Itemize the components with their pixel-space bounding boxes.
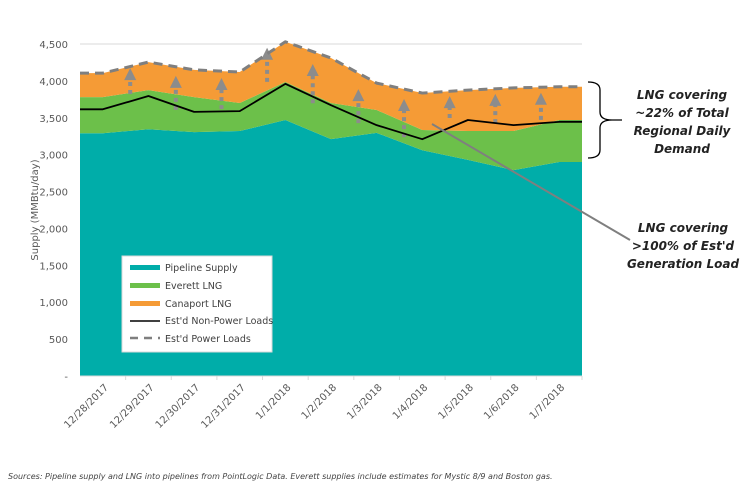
y-tick-label: 4,000: [39, 77, 68, 88]
x-tick-label: 12/28/2017: [62, 382, 111, 431]
legend-label-everett: Everett LNG: [165, 281, 222, 292]
y-tick-label: 2,000: [39, 224, 68, 235]
legend: Pipeline Supply Everett LNG Canaport LNG…: [121, 255, 273, 353]
lines-layer: [80, 40, 582, 141]
legend-label-pipeline: Pipeline Supply: [165, 263, 238, 274]
annotation-line: Generation Load: [626, 257, 740, 271]
annotation-lng-total-demand: LNG covering ~22% of Total Regional Dail…: [622, 86, 742, 158]
annotation-lng-generation-load: LNG covering >100% of Est'd Generation L…: [618, 219, 748, 273]
x-tick-label: 1/5/2018: [436, 382, 476, 422]
sources-footnote: Sources: Pipeline supply and LNG into pi…: [8, 472, 553, 481]
arrow-head-icon: [534, 92, 547, 105]
arrow-head-icon: [169, 75, 182, 88]
annotation-line: Demand: [654, 142, 710, 156]
annotation-line: ~22% of Total: [635, 106, 729, 120]
y-axis-ticks: - 500 1,000 1,500 2,000 2,500 3,000 3,500 4,000 4…: [39, 40, 68, 383]
arrow-head-icon: [352, 89, 365, 102]
area-canaport-lng: [80, 41, 582, 132]
x-tick-label: 1/3/2018: [345, 382, 385, 422]
x-tick-label: 1/1/2018: [254, 382, 294, 422]
arrow-head-icon: [261, 47, 274, 60]
x-tick-label: 12/31/2017: [199, 382, 248, 431]
legend-swatch-canaport: [130, 301, 160, 306]
legend-swatch-everett: [130, 283, 160, 288]
x-tick-label: 1/6/2018: [482, 382, 522, 422]
y-tick-label: 3,500: [39, 114, 68, 125]
legend-label-power: Est'd Power Loads: [165, 334, 251, 345]
bracket-annotation: [587, 81, 622, 159]
x-axis-ticks: 12/28/201712/29/201712/30/201712/31/2017…: [62, 376, 583, 431]
arrow-head-icon: [489, 93, 502, 106]
y-tick-label: 4,500: [39, 40, 68, 51]
annotation-line: >100% of Est'd: [631, 239, 735, 253]
x-tick-label: 12/30/2017: [154, 382, 203, 431]
legend-swatch-pipeline: [130, 265, 160, 270]
y-tick-label: 1,500: [39, 261, 68, 272]
legend-label-canaport: Canaport LNG: [165, 299, 232, 310]
x-tick-label: 1/2/2018: [300, 382, 340, 422]
x-tick-label: 12/29/2017: [108, 382, 157, 431]
annotation-line: LNG covering: [637, 221, 729, 235]
pointer-line: [431, 123, 631, 241]
arrow-head-icon: [306, 64, 319, 77]
y-tick-label: 2,500: [39, 188, 68, 199]
x-tick-label: 1/7/2018: [528, 382, 568, 422]
y-tick-label: 500: [49, 335, 68, 346]
area-everett-lng: [80, 81, 582, 171]
arrow-head-icon: [398, 99, 411, 112]
y-tick-label: 3,000: [39, 151, 68, 162]
arrow-head-icon: [215, 78, 228, 91]
annotation-line: Regional Daily: [633, 124, 731, 138]
x-tick-label: 1/4/2018: [391, 382, 431, 422]
y-tick-label: 1,000: [39, 298, 68, 309]
arrow-markers-layer: [124, 47, 547, 138]
arrow-head-icon: [124, 68, 137, 81]
y-tick-label: -: [64, 372, 68, 383]
arrow-head-icon: [443, 96, 456, 109]
annotation-line: LNG covering: [636, 88, 728, 102]
legend-label-nonpower: Est'd Non-Power Loads: [165, 316, 273, 327]
y-axis-label: Supply (MMBtu/day): [30, 159, 41, 260]
